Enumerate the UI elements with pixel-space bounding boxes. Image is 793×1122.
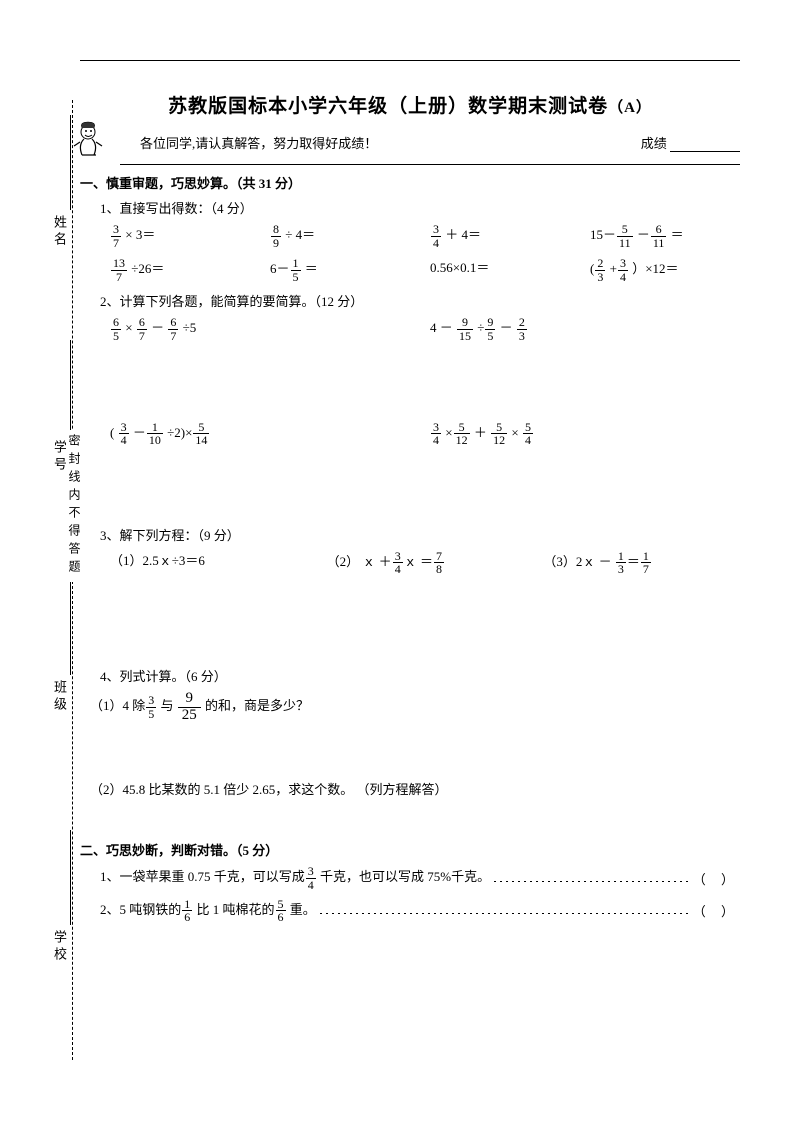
- q2-row1: 65 × 67 － 67 ÷5 4 － 915 ÷95 － 23: [110, 316, 740, 342]
- line-school: [70, 830, 71, 925]
- q3-a: （1）2.5ｘ÷3＝6: [110, 550, 307, 576]
- q2-workspace1: [80, 351, 740, 421]
- exam-title: 苏教版国标本小学六年级（上册）数学期末测试卷（A）: [80, 91, 740, 118]
- q1-row2: 137 ÷26＝ 6－15 ＝ 0.56×0.1＝ (23 +34 ）×12＝: [110, 257, 740, 283]
- q3-c: （3）2ｘ － 13＝17: [543, 550, 740, 576]
- score-blank[interactable]: [670, 138, 740, 152]
- title-suffix: （A）: [608, 100, 652, 116]
- q3-label: 3、解下列方程：（9 分）: [100, 525, 740, 544]
- q1r1-a: 37 × 3＝: [110, 223, 260, 249]
- q1r1-d: 15－511 －611 ＝: [590, 223, 740, 249]
- q4-label: 4、列式计算。（6 分）: [100, 666, 740, 685]
- q1-label: 1、直接写出得数：（4 分）: [100, 198, 740, 217]
- q2-d: 34 ×512 ＋ 512 × 54: [430, 421, 740, 447]
- line-number: [70, 340, 71, 435]
- label-class: 班级: [50, 680, 69, 714]
- tf-1: 1、一袋苹果重 0.75 千克，可以写成34 千克，也可以写成 75%千克。 （…: [100, 865, 740, 891]
- line-class: [70, 580, 71, 675]
- encourage-text: 各位同学,请认真解答，努力取得好成绩！: [140, 133, 641, 152]
- title-main: 苏教版国标本小学六年级（上册）数学期末测试卷: [168, 96, 608, 117]
- score-area: 成绩: [641, 133, 740, 152]
- tf2-dots: [320, 904, 689, 914]
- section2-heading: 二、巧思妙断，判断对错。（5 分）: [80, 840, 740, 859]
- q2-a: 65 × 67 － 67 ÷5: [110, 316, 420, 342]
- q3-equations: （1）2.5ｘ÷3＝6 （2） ｘ ＋34ｘ ＝78 （3）2ｘ － 13＝17: [110, 550, 740, 576]
- tf1-dots: [494, 872, 689, 882]
- q4-a: （1）4 除35 与 925 的和，商是多少？: [90, 691, 740, 724]
- q1r2-b: 6－15 ＝: [270, 257, 420, 283]
- q4b-workspace: [80, 804, 740, 834]
- q2-workspace2: [80, 455, 740, 525]
- section1-heading: 一、慎重审题，巧思妙算。（共 31 分）: [80, 173, 740, 192]
- q2-c: ( 34 －110 ÷2)×514: [110, 421, 420, 447]
- label-school: 学校: [50, 930, 69, 964]
- q1r2-a: 137 ÷26＝: [110, 257, 260, 283]
- q3-workspace: [80, 576, 740, 666]
- q2-label: 2、计算下列各题，能简算的要简算。（12 分）: [100, 291, 740, 310]
- q1r1-c: 34 ＋ 4＝: [430, 223, 580, 249]
- tf2-paren[interactable]: （ ）: [693, 901, 740, 920]
- top-rule: [80, 60, 740, 61]
- q1r2-d: (23 +34 ）×12＝: [590, 257, 740, 283]
- subtitle-rule: [120, 164, 740, 165]
- label-name: 姓名: [50, 215, 69, 249]
- tf2-text: 2、5 吨钢铁的16 比 1 吨棉花的56 重。: [100, 898, 316, 924]
- score-label: 成绩: [641, 136, 667, 151]
- q4a-workspace: [80, 729, 740, 779]
- q1r2-c: 0.56×0.1＝: [430, 257, 580, 283]
- q1-row1: 37 × 3＝ 89 ÷ 4＝ 34 ＋ 4＝ 15－511 －611 ＝: [110, 223, 740, 249]
- tf1-paren[interactable]: （ ）: [693, 869, 740, 888]
- q2-b: 4 － 915 ÷95 － 23: [430, 316, 740, 342]
- q2-row2: ( 34 －110 ÷2)×514 34 ×512 ＋ 512 × 54: [110, 421, 740, 447]
- q1r1-b: 89 ÷ 4＝: [270, 223, 420, 249]
- q4-b: （2）45.8 比某数的 5.1 倍少 2.65，求这个数。 （列方程解答）: [90, 779, 740, 798]
- cartoon-icon: [70, 120, 110, 160]
- tf-2: 2、5 吨钢铁的16 比 1 吨棉花的56 重。 （ ）: [100, 898, 740, 924]
- subtitle-row: 各位同学,请认真解答，努力取得好成绩！ 成绩: [80, 124, 740, 160]
- tf1-text: 1、一袋苹果重 0.75 千克，可以写成34 千克，也可以写成 75%千克。: [100, 865, 490, 891]
- q3-b: （2） ｘ ＋34ｘ ＝78: [327, 550, 524, 576]
- page-content: 苏教版国标本小学六年级（上册）数学期末测试卷（A） 各位同学,请认真解答，努力取…: [80, 60, 740, 930]
